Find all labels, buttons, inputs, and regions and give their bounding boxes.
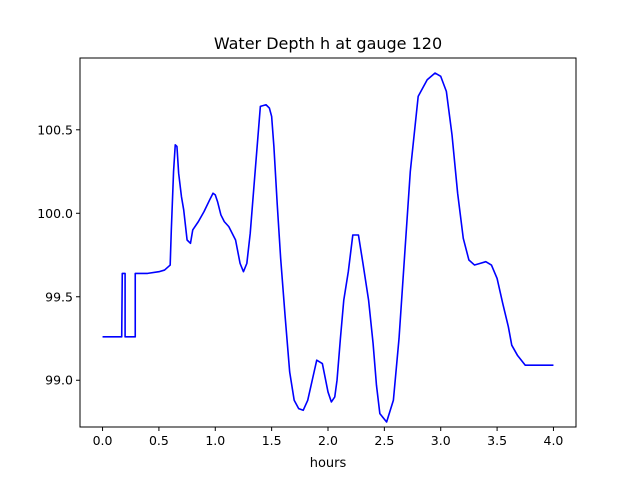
y-tick-label: 100.0 (37, 206, 73, 221)
series-layer (102, 72, 554, 423)
x-axis-label: hours (310, 456, 347, 471)
x-tick-label: 1.0 (205, 433, 225, 448)
x-tick-label: 3.5 (487, 433, 507, 448)
chart-title: Water Depth h at gauge 120 (214, 34, 442, 53)
x-tick-label: 2.0 (318, 433, 338, 448)
x-axis: 0.0 0.5 1.0 1.5 2.0 2.5 3.0 3.5 4.0 (93, 427, 564, 448)
y-tick-label: 99.5 (45, 289, 73, 304)
x-tick-label: 4.0 (544, 433, 564, 448)
series-line (102, 72, 554, 423)
x-tick-label: 0.0 (93, 433, 113, 448)
x-tick-label: 0.5 (149, 433, 169, 448)
y-axis: 99.0 99.5 100.0 100.5 (37, 122, 80, 388)
plot-area (79, 57, 577, 428)
y-tick-label: 100.5 (37, 122, 73, 137)
x-tick-label: 3.0 (431, 433, 451, 448)
x-tick-label: 2.5 (374, 433, 394, 448)
y-tick-label: 99.0 (45, 373, 73, 388)
x-tick-label: 1.5 (262, 433, 282, 448)
